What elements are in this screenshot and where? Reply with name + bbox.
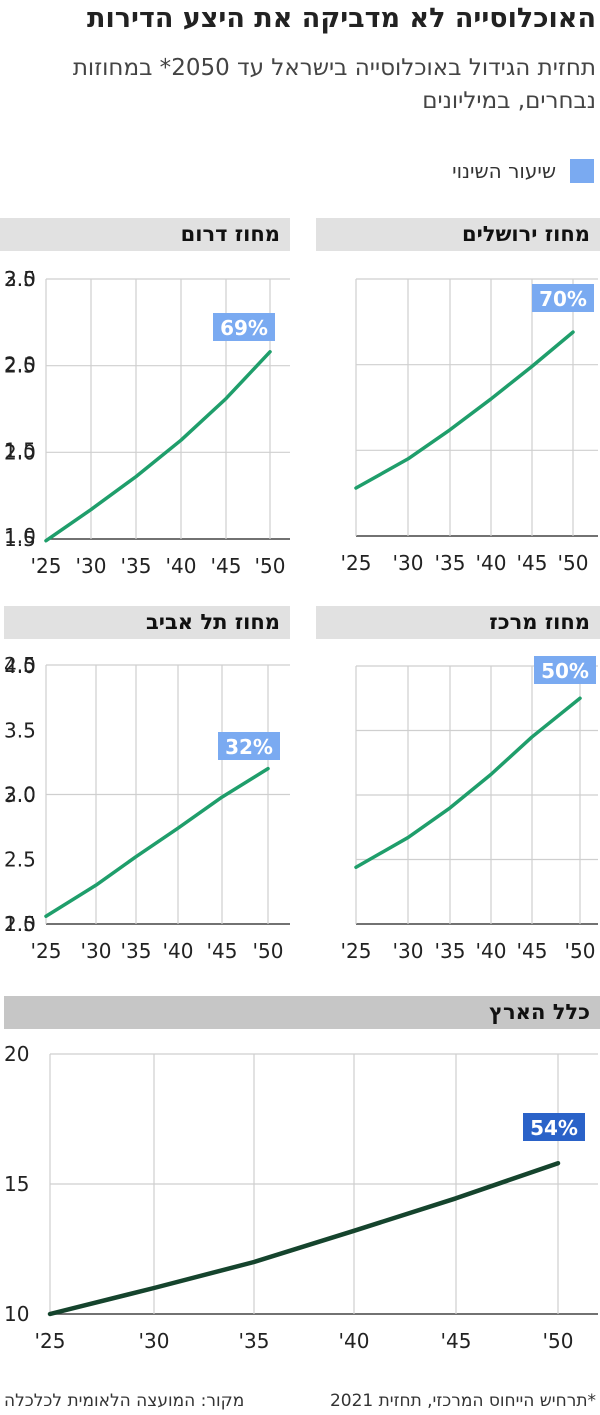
y-tick-label: 3.0 — [4, 783, 36, 807]
y-tick-label: 2.0 — [4, 353, 36, 377]
page-title: האוכלוסייה לא מדביקה את היצע הדירות — [87, 3, 596, 34]
y-tick-label: 2.5 — [4, 267, 36, 291]
series-line — [47, 1160, 561, 1317]
x-tick-label: '25 — [341, 551, 372, 575]
series-line — [354, 330, 575, 490]
panel-title-telaviv: מחוז תל אביב — [4, 606, 290, 639]
x-tick-label: '30 — [76, 554, 107, 578]
x-tick-label: '30 — [393, 939, 424, 963]
change-badge-label: 50% — [541, 659, 589, 683]
x-tick-label: '45 — [517, 551, 548, 575]
x-tick-label: '45 — [517, 939, 548, 963]
change-badge-label: 70% — [539, 287, 587, 311]
legend-swatch — [570, 159, 594, 183]
x-tick-label: '30 — [81, 939, 112, 963]
y-tick-label: 1.0 — [4, 524, 36, 548]
x-tick-label: '45 — [211, 554, 242, 578]
y-tick-label: 2.0 — [4, 912, 36, 936]
change-badge-label: 32% — [225, 735, 273, 759]
panel-title-center: מחוז מרכז — [316, 606, 600, 639]
x-tick-label: '40 — [166, 554, 197, 578]
y-tick-label: 20 — [4, 1042, 29, 1066]
x-tick-label: '40 — [339, 1329, 370, 1353]
x-tick-label: '25 — [341, 939, 372, 963]
change-badge-label: 54% — [530, 1116, 578, 1140]
y-tick-label: 3.5 — [4, 719, 36, 743]
legend: שיעור השינוי — [452, 156, 594, 186]
y-tick-label: 2.0 — [4, 440, 36, 464]
x-tick-label: '40 — [476, 551, 507, 575]
y-tick-label: 2.5 — [4, 653, 36, 677]
change-badge — [532, 284, 594, 312]
x-tick-label: '25 — [31, 939, 62, 963]
x-tick-label: '30 — [393, 551, 424, 575]
y-tick-label: 15 — [4, 1172, 29, 1196]
legend-label: שיעור השינוי — [452, 159, 556, 183]
y-tick-label: 2.5 — [4, 848, 36, 872]
change-badge-label: 69% — [220, 316, 268, 340]
change-badge — [218, 732, 280, 760]
x-tick-label: '50 — [255, 554, 286, 578]
x-tick-label: '35 — [121, 554, 152, 578]
x-tick-label: '25 — [35, 1329, 66, 1353]
y-tick-label: 1.5 — [4, 912, 36, 936]
x-tick-label: '50 — [253, 939, 284, 963]
series-line — [44, 766, 270, 918]
y-tick-label: 1.5 — [4, 438, 36, 462]
y-tick-label: 3.0 — [4, 267, 36, 291]
y-tick-label: 4.0 — [4, 654, 36, 678]
y-tick-label: 2.5 — [4, 354, 36, 378]
x-tick-label: '30 — [139, 1329, 170, 1353]
panel-title-country: כלל הארץ — [4, 996, 600, 1029]
x-tick-label: '35 — [121, 939, 152, 963]
panel-title-jerusalem: מחוז ירושלים — [316, 218, 600, 251]
x-tick-label: '35 — [239, 1329, 270, 1353]
x-tick-label: '40 — [476, 939, 507, 963]
source-note: מקור: המועצה הלאומית לכלכלה — [4, 1391, 245, 1411]
x-tick-label: '50 — [565, 939, 596, 963]
change-badge — [523, 1113, 585, 1141]
x-tick-label: '50 — [543, 1329, 574, 1353]
x-tick-label: '35 — [435, 551, 466, 575]
series-line — [44, 350, 272, 543]
footnote: *תרחיש הייחוס המרכזי, תחזית 2021 — [329, 1391, 596, 1411]
panel-title-south: מחוז דרום — [0, 218, 290, 251]
x-tick-label: '45 — [207, 939, 238, 963]
y-tick-label: 2.0 — [4, 783, 36, 807]
x-tick-label: '45 — [441, 1329, 472, 1353]
series-line — [354, 696, 582, 869]
page-subtitle: תחזית הגידול באוכלוסייה בישראל עד 2050* … — [72, 55, 596, 114]
x-tick-label: '35 — [435, 939, 466, 963]
change-badge — [534, 656, 596, 684]
y-tick-label: 1.5 — [4, 527, 36, 551]
x-tick-label: '40 — [163, 939, 194, 963]
x-tick-label: '25 — [31, 554, 62, 578]
x-tick-label: '50 — [558, 551, 589, 575]
y-tick-label: 10 — [4, 1302, 29, 1326]
change-badge — [213, 313, 275, 341]
